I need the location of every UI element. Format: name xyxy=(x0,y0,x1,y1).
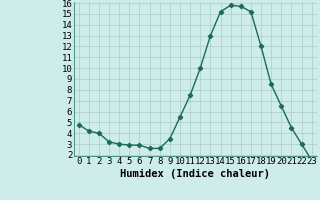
X-axis label: Humidex (Indice chaleur): Humidex (Indice chaleur) xyxy=(120,169,270,179)
